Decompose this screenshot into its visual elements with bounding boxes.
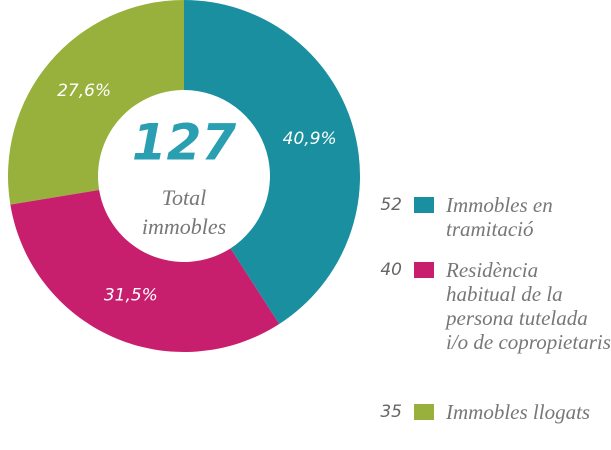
legend-label: Immobles llogats	[446, 400, 591, 424]
slice	[184, 0, 360, 325]
legend-label: Residència habitual de la persona tutela…	[446, 258, 611, 354]
center-label: Total immobles	[141, 185, 227, 239]
slice-label: 40,9%	[283, 129, 337, 149]
legend-count: 52	[380, 195, 402, 215]
legend-count: 35	[380, 402, 402, 422]
legend-swatch	[414, 197, 434, 213]
slice	[10, 189, 280, 352]
legend-item: 40 Residència habitual de la persona tute…	[360, 258, 611, 354]
slice	[7, 0, 184, 205]
legend-label: Immobles en tramitació	[446, 193, 553, 241]
legend-swatch	[414, 262, 434, 278]
legend-swatch	[414, 404, 434, 420]
legend-item: 52 Immobles en tramitació	[360, 193, 611, 241]
total: 127	[132, 114, 237, 172]
slice-label: 31,5%	[104, 286, 158, 306]
slice-label: 27,6%	[57, 81, 111, 101]
legend-count: 40	[380, 260, 402, 280]
legend-item: 35 Immobles llogats	[360, 400, 611, 424]
